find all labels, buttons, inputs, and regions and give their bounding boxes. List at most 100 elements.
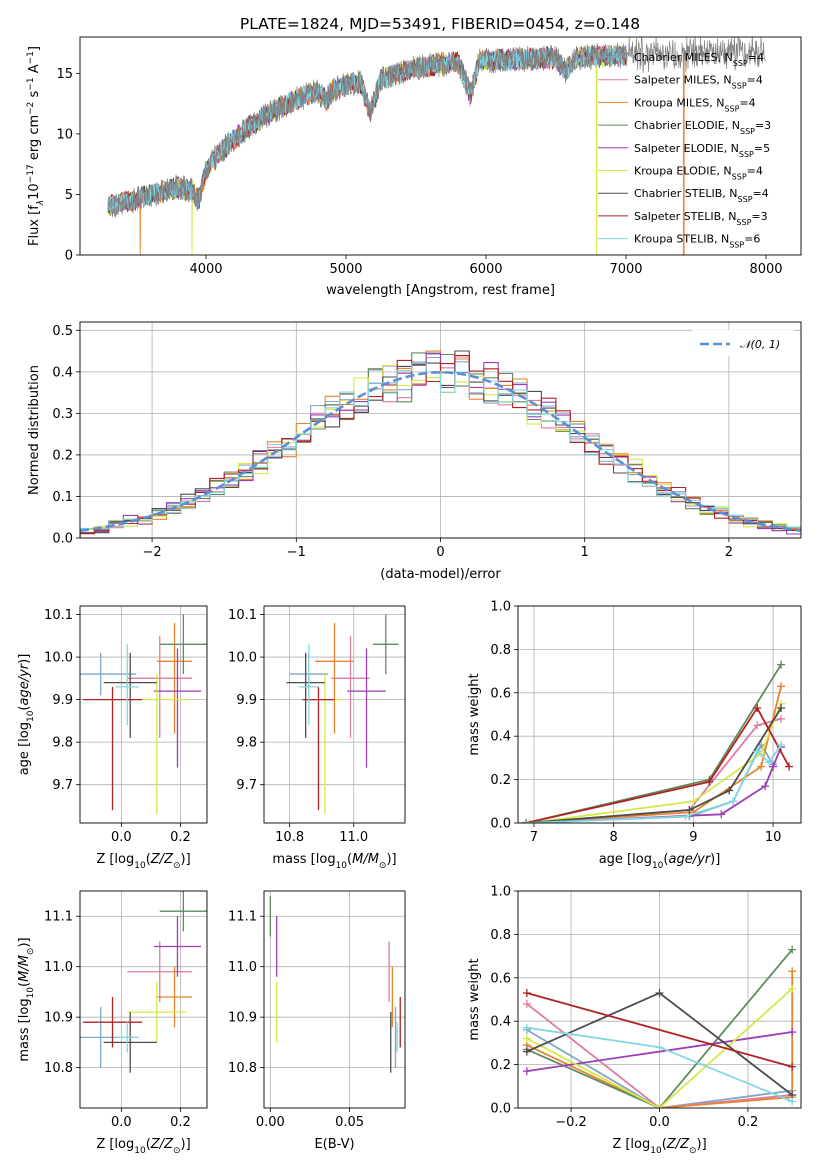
legend-entry-2: Kroupa MILES, NSSP=4 [634,96,756,113]
legend-entry-6: Chabrier STELIB, NSSP=4 [634,187,769,204]
mass_vs_ebv-ytick-label: 10.9 [228,1011,257,1026]
massweight_vs_Z-ytick-label: 0.4 [490,1015,511,1030]
age_vs_mass-xlabel-part: )] [386,852,396,867]
massweight_vs_Z-axes [518,890,801,1109]
massweight_vs_Z-ytick-label: 0.6 [490,971,511,986]
mass_vs_ebv-spines [263,890,406,1109]
mass_vs_ebv-ytick-label: 11.1 [228,910,257,925]
age_vs_mass-xlabel-part: 10 [336,861,348,871]
massweight_vs_Z-series-3 [526,949,793,1108]
massweight_vs_Z-ytick-label: 1.0 [490,885,511,900]
legend-entry-text: Salpeter MILES, N [634,74,732,87]
legend-entry-3: Chabrier ELODIE, NSSP=3 [634,119,771,136]
massweight_vs_age-marker-2 [757,762,766,771]
residuals-xtick-label: 2 [725,545,733,560]
massweight_vs_age-xlabel-part: ( [663,852,668,867]
legend-entry-0: Chabrier MILES, NSSP=4 [634,51,764,68]
legend-entry-tail: =3 [751,210,767,223]
age_vs_mass-xtick-label: 10.8 [275,830,304,845]
massweight_vs_age-marker-7 [785,762,794,771]
spectrum-frame: 4000 5000 6000 7000 8000 0 5 10 15 wavelength [An… [26,36,802,298]
age_vs_Z-ytick-label: 9.9 [52,693,73,708]
age_vs_Z-ylabel-part: ( [17,706,32,711]
mass_vs_Z-axes [80,891,207,1108]
age_vs_Z-plot-area [80,614,207,815]
age_vs_Z-ytick-label: 9.7 [52,778,73,793]
residuals-legend-label: 𝒩(0, 1) [740,338,780,351]
age_vs_Z-spines [79,605,208,824]
age_vs_Z-axes [80,606,207,823]
mass_vs_Z-ylabel: mass [log10(M/M⊙)] [17,937,36,1061]
age_vs_Z-ylabel: age [log10(age/yr)] [17,654,36,776]
spectrum-xtick-label: 6000 [469,262,502,277]
age_vs_mass-ytick-label: 9.9 [236,693,257,708]
spectrum-ylabel-part: −1 [26,51,36,64]
massweight_vs_Z-marker-4 [788,1028,797,1037]
mass_vs_Z-xlabel-part: ⊙ [173,1146,181,1156]
figure-title: PLATE=1824, MJD=53491, FIBERID=0454, z=0… [240,15,640,33]
mass_vs_Z-xlabel-part: Z [log [96,1137,134,1152]
age_vs_Z-xlabel-part: )] [181,852,191,867]
massweight_vs_age-marker-6 [777,703,786,712]
mass_vs_Z-ytick-label: 10.8 [44,1061,73,1076]
legend-entry-text: Chabrier MILES, N [634,51,733,64]
massweight_vs_age-ytick-label: 1.0 [490,600,511,615]
massweight_vs_Z-marker-4 [522,1067,531,1076]
spectrum-xtick-label: 4000 [189,262,222,277]
age_vs_Z-xlabel-part: ⊙ [173,861,181,871]
massweight_vs_Z-series-5 [526,987,793,1108]
massweight_vs_age-plot-area [521,660,794,823]
mass_vs_Z-ytick-label: 11.0 [44,960,73,975]
massweight_vs_age-marker-8 [777,740,786,749]
massweight_vs_Z-xtick-label: −0.2 [555,1115,587,1130]
spectrum-ylabel-part: erg cm [27,115,42,164]
spectrum-xtick-label: 7000 [609,262,642,277]
residuals-ytick-label: 0.0 [52,532,73,547]
massweight_vs_age-marker-6 [725,786,734,795]
legend-entry-tail: =4 [747,165,763,178]
legend-entry-sub: SSP [729,240,744,249]
residuals-ylabel: Normed distribution [27,365,42,495]
legend-entry-5: Kroupa ELODIE, NSSP=4 [634,165,763,182]
massweight_vs_age-marker-7 [753,703,762,712]
spectrum-ylabel-part: A [27,64,42,77]
age_vs_mass-xtick-label: 11.0 [339,830,368,845]
mass_vs_Z-xlabel-part: ( [146,1137,151,1152]
spectrum-ylabel-part: s [27,90,42,101]
age_vs_Z-xtick-label: 0.0 [111,830,132,845]
massweight_vs_age-ylabel: mass weight [467,673,482,755]
age_vs_mass-xlabel-part: M/M [352,852,379,867]
massweight_vs_age-ytick-label: 0.6 [490,686,511,701]
massweight_vs_age-xlabel: age [log10(age/yr)] [599,852,721,871]
spectrum-plot-area [107,37,766,255]
spectrum-ytick-label: 5 [65,188,73,203]
legend-entry-tail: =6 [744,233,760,246]
age_vs_Z-xlabel-part: Z/Z [150,852,174,867]
massweight_vs_Z-series-0 [526,1029,793,1108]
massweight_vs_age-xtick-label: 9 [689,830,697,845]
age_vs_mass-ytick-label: 9.8 [236,736,257,751]
spectrum-axes [107,37,766,255]
massweight_vs_Z-marker-5 [522,1034,531,1043]
mass_vs_ebv-xtick-label: 0.00 [256,1115,285,1130]
age_vs_Z-xlabel-part: Z [log [96,852,134,867]
massweight_vs_Z-xlabel-part: 10 [650,1146,662,1156]
spectrum-ylabel-part: Flux [f [27,205,42,246]
massweight_vs_Z-ytick-label: 0.0 [490,1102,511,1117]
legend-entry-sub: SSP [733,59,748,68]
legend-entry-text: Chabrier ELODIE, N [634,119,740,132]
mass_vs_ebv-xlabel: E(B-V) [314,1137,354,1152]
mass_vs_ebv-ytick-label: 11.0 [228,960,257,975]
age_vs_mass-xlabel: mass [log10(M/M⊙)] [272,852,396,871]
mass_vs_Z-plot-area [80,891,207,1073]
mass_vs_ebv-plot-area [269,896,401,1073]
massweight_vs_age-xtick-label: 8 [610,830,618,845]
massweight_vs_Z-marker-1 [522,999,531,1008]
massweight_vs_Z-series-7 [526,992,793,1068]
massweight_vs_age-ytick-label: 0.8 [490,643,511,658]
residuals-ytick-label: 0.1 [52,490,73,505]
mass_vs_Z-ytick-label: 11.1 [44,910,73,925]
age_vs_Z-xtick-label: 0.2 [170,830,191,845]
